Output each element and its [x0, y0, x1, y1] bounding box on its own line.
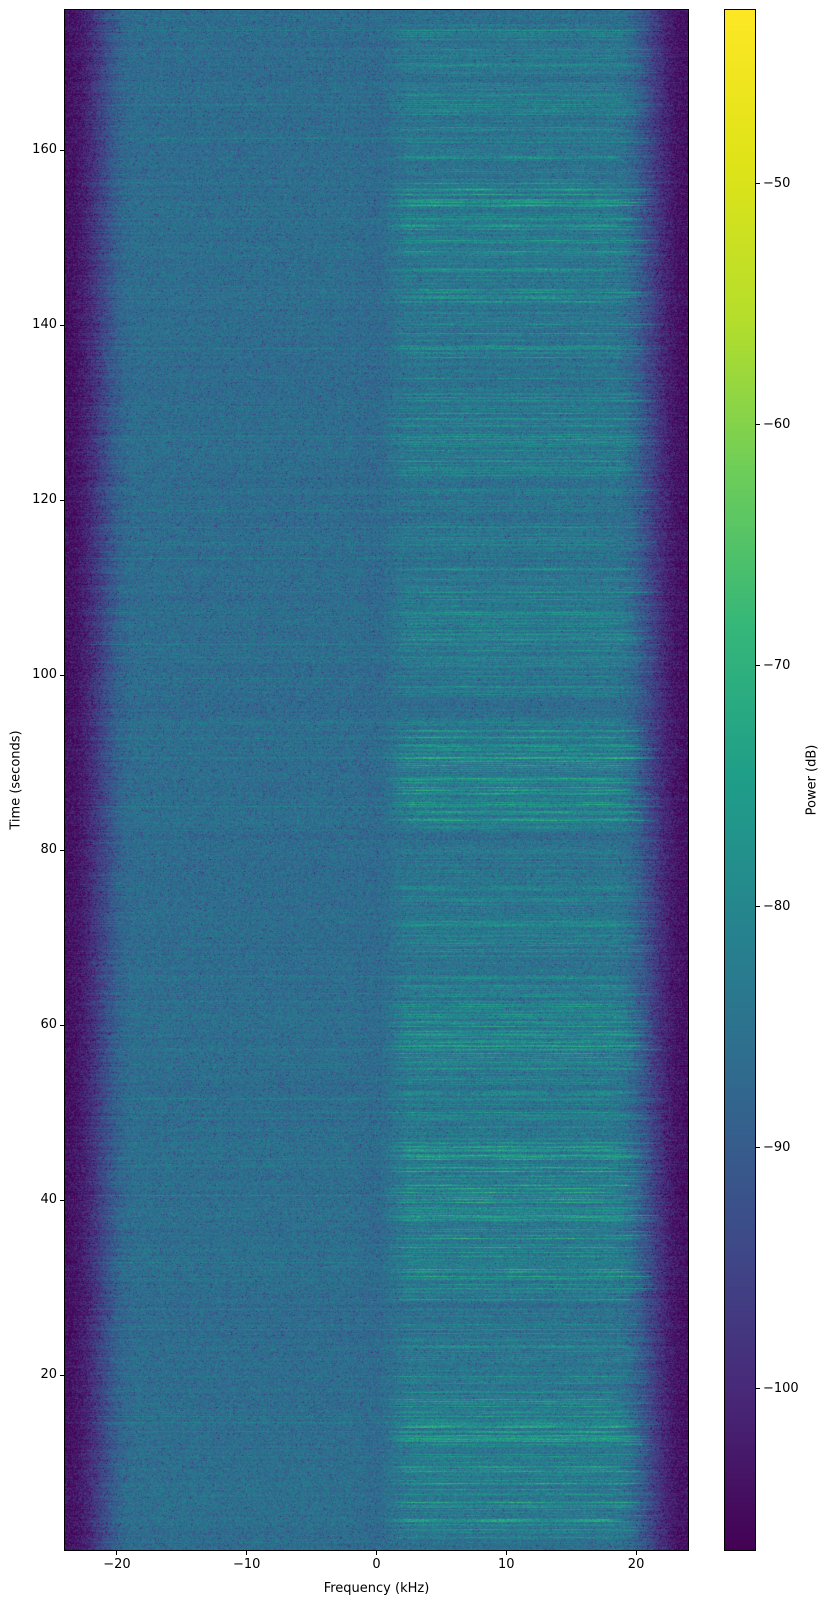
y-tick-label: 40 [40, 1192, 57, 1207]
colorbar-tick-label: −50 [763, 175, 791, 191]
colorbar-tick [755, 424, 760, 426]
y-tick [60, 499, 65, 501]
colorbar-tick [755, 665, 760, 667]
y-tick-label: 140 [32, 317, 57, 332]
x-tick-label: 10 [498, 1557, 515, 1572]
y-tick-label: 80 [40, 842, 57, 857]
spectrogram-heatmap-canvas [65, 10, 688, 1550]
x-tick-label: −10 [232, 1557, 261, 1572]
x-tick [246, 1550, 248, 1555]
x-tick-label: 20 [627, 1557, 645, 1572]
colorbar-tick-label: −80 [763, 898, 791, 914]
colorbar-tick [755, 1388, 760, 1390]
y-tick [60, 1024, 65, 1026]
colorbar-tick-label: −70 [763, 657, 791, 673]
y-tick-label: 160 [32, 142, 57, 157]
plot-area [64, 9, 689, 1551]
y-tick [60, 1199, 65, 1201]
colorbar-label: Power (dB) [804, 744, 820, 816]
x-tick [116, 1550, 118, 1555]
x-tick-label: −20 [103, 1557, 131, 1572]
y-tick-label: 20 [40, 1367, 57, 1382]
y-tick [60, 1374, 65, 1376]
y-tick-label: 100 [32, 667, 57, 682]
y-tick-label: 60 [40, 1017, 57, 1032]
y-tick-label: 120 [32, 492, 57, 507]
colorbar [724, 9, 756, 1551]
colorbar-tick-label: −60 [763, 416, 791, 432]
colorbar-tick [755, 183, 760, 185]
x-tick [376, 1550, 377, 1555]
colorbar-tick [755, 906, 760, 908]
colorbar-gradient [725, 10, 755, 1550]
y-tick [60, 149, 65, 151]
colorbar-tick [755, 1147, 760, 1149]
colorbar-tick-label: −100 [763, 1380, 799, 1396]
x-tick [635, 1550, 637, 1555]
x-axis-label: Frequency (kHz) [323, 1581, 430, 1596]
y-tick [60, 324, 65, 326]
x-tick-label: 0 [372, 1557, 381, 1572]
x-tick [505, 1550, 507, 1555]
y-axis-label: Time (seconds) [8, 730, 24, 830]
y-tick [60, 849, 65, 851]
y-tick [60, 674, 65, 676]
colorbar-tick-label: −90 [763, 1139, 791, 1155]
